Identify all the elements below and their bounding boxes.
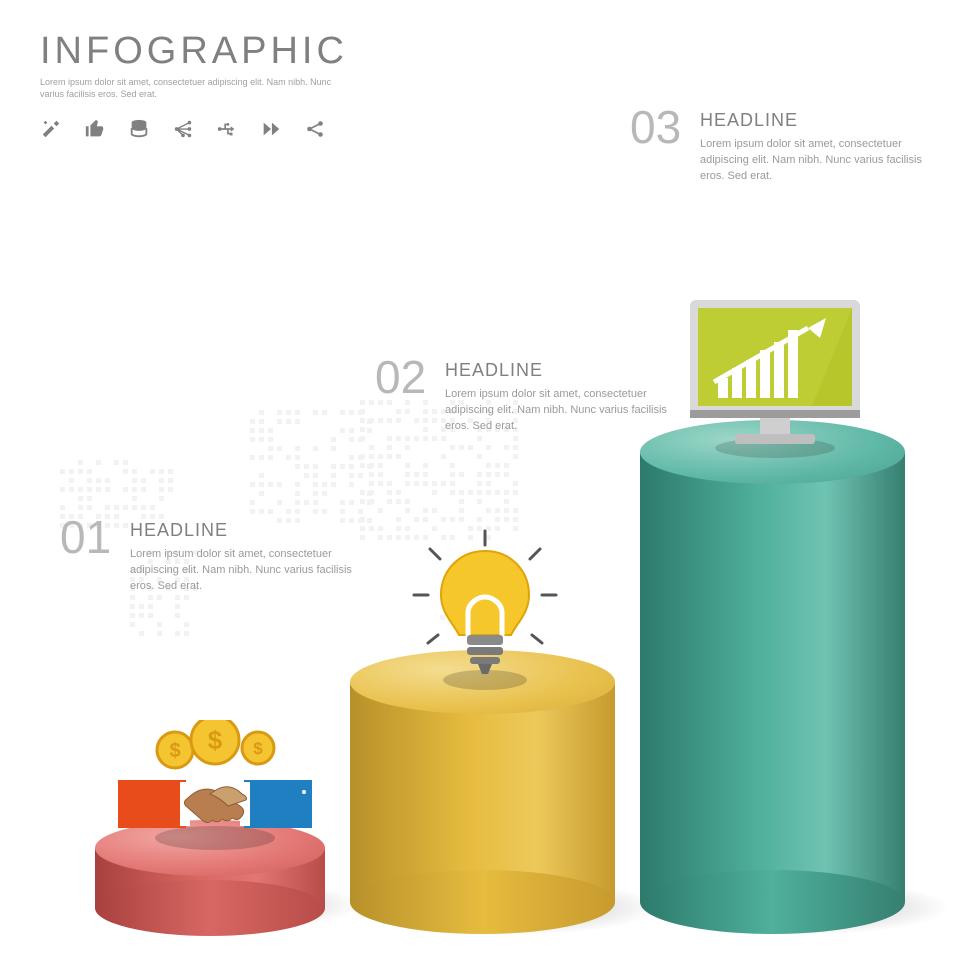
- step-1-body: Lorem ipsum dolor sit amet, consectetuer…: [130, 547, 360, 595]
- handshake-coins-icon: $ $ $: [100, 720, 330, 850]
- svg-text:$: $: [253, 739, 263, 758]
- svg-text:$: $: [169, 740, 180, 762]
- step-2-number: 02: [375, 350, 426, 404]
- svg-text:$: $: [208, 725, 223, 755]
- step-1-number: 01: [60, 510, 111, 564]
- cylinder-3: [640, 420, 905, 902]
- step-2-body: Lorem ipsum dolor sit amet, consectetuer…: [445, 387, 675, 435]
- lightbulb-icon: [400, 525, 570, 695]
- step-3-body: Lorem ipsum dolor sit amet, consectetuer…: [700, 137, 930, 185]
- step-1-headline: HEADLINE: [130, 520, 360, 541]
- step-3-number: 03: [630, 100, 681, 154]
- step-3-headline: HEADLINE: [700, 110, 930, 131]
- step-2-headline: HEADLINE: [445, 360, 675, 381]
- monitor-chart-icon: [680, 290, 870, 460]
